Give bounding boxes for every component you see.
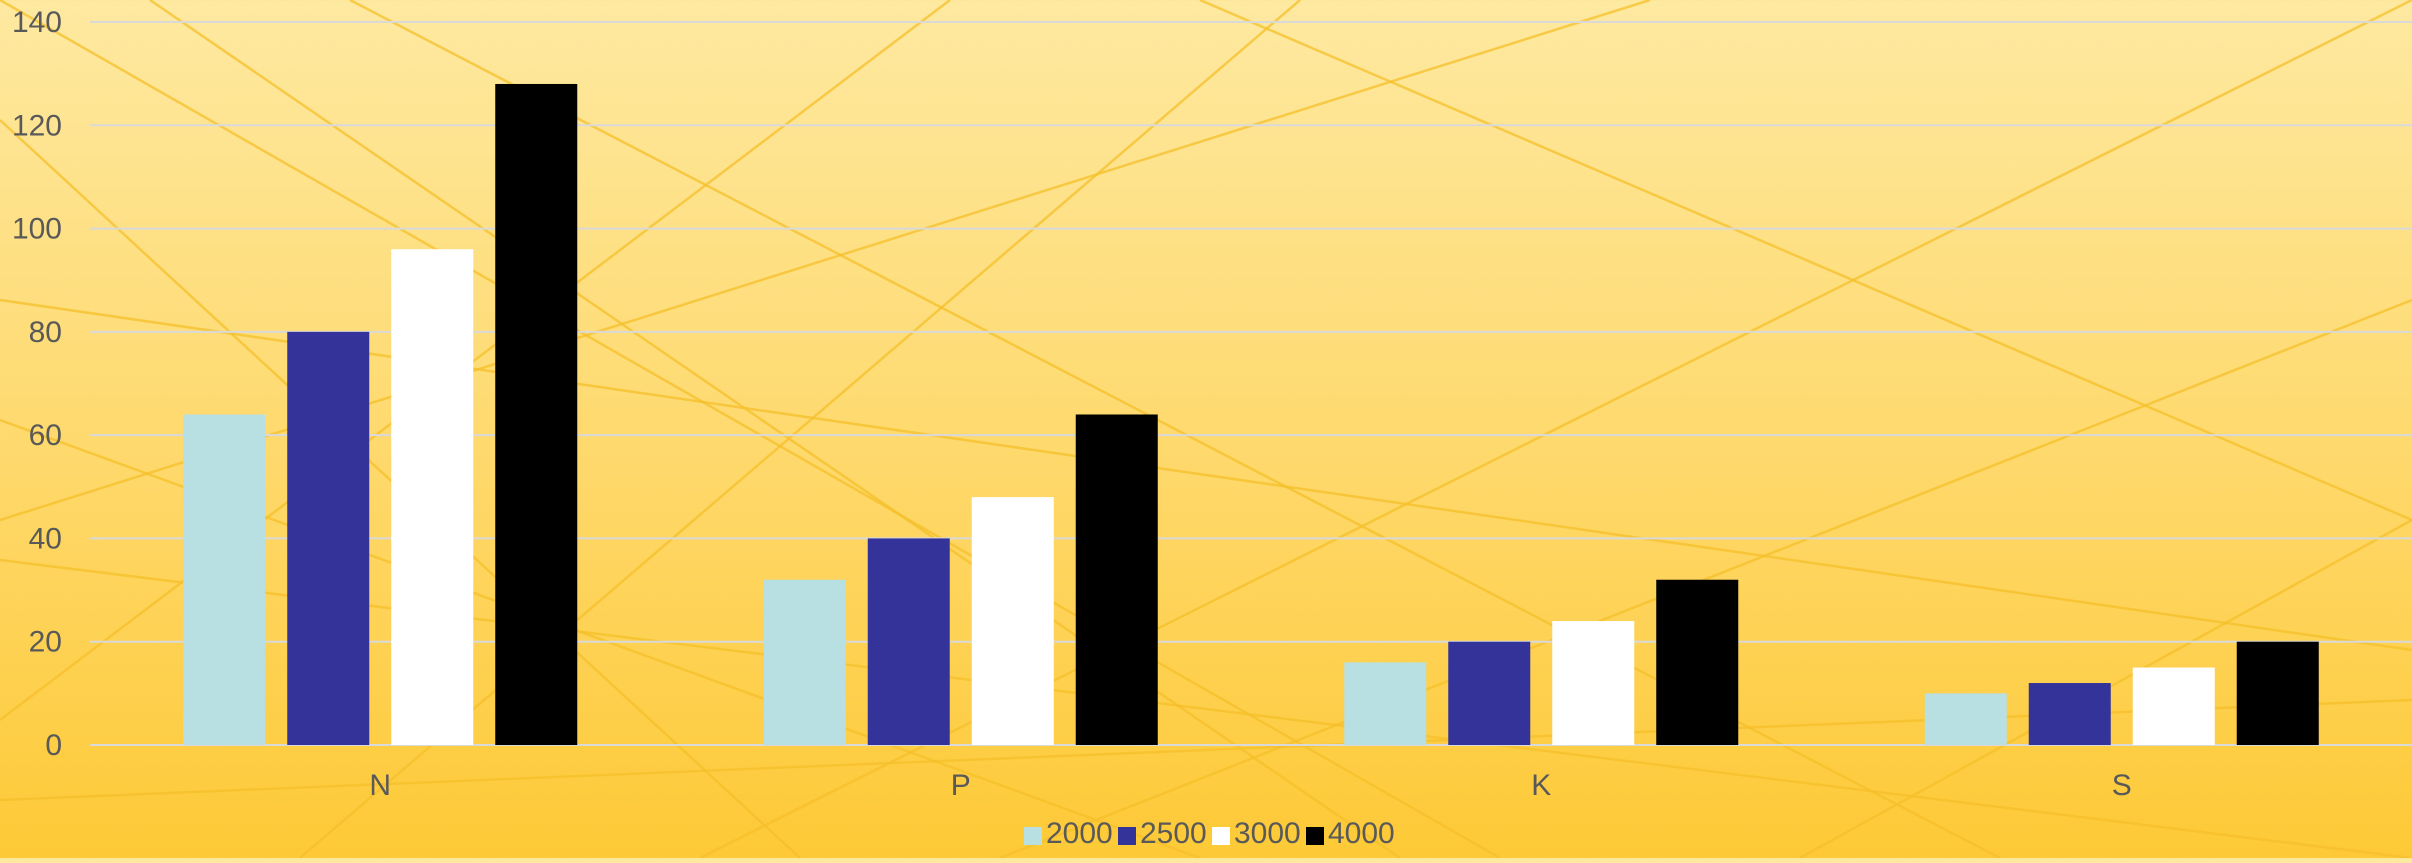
bar-4000-S	[2236, 641, 2319, 745]
y-tick-label: 80	[29, 316, 62, 349]
y-tick-label: 40	[29, 522, 62, 555]
legend-label: 2000	[1046, 817, 1113, 850]
bar-3000-P	[971, 497, 1054, 745]
bar-2500-S	[2028, 683, 2111, 745]
bar-3000-N	[391, 249, 474, 745]
decorative-line	[349, 0, 2001, 860]
bar-2000-P	[763, 579, 846, 745]
decorative-line	[149, 0, 1401, 860]
bar-2500-P	[867, 538, 950, 745]
x-tick-label: K	[1531, 769, 1551, 802]
gridlines	[90, 21, 2412, 746]
legend: 2000 2500 3000 4000	[1024, 817, 1395, 850]
x-tick-label: P	[951, 769, 971, 802]
bar-2000-K	[1344, 662, 1427, 745]
bar-4000-N	[495, 83, 578, 745]
decorative-line	[0, 0, 1651, 522]
decorative-line	[0, 698, 2412, 802]
y-tick-label: 120	[12, 109, 62, 142]
legend-label: 2500	[1140, 817, 1207, 850]
decorative-line	[1199, 0, 2412, 522]
legend-swatch	[1306, 827, 1324, 845]
x-tick-label: S	[2112, 769, 2132, 802]
bar-3000-K	[1552, 621, 1635, 745]
bar-2000-S	[1924, 693, 2007, 745]
bar-3000-S	[2132, 667, 2215, 745]
x-tick-label: N	[369, 769, 391, 802]
decorative-line	[0, 0, 951, 721]
decorative-line	[999, 298, 2412, 860]
legend-swatch	[1024, 827, 1042, 845]
bar-2500-K	[1448, 641, 1531, 745]
bar-4000-K	[1656, 579, 1739, 745]
y-tick-label: 0	[45, 729, 62, 762]
y-tick-label: 100	[12, 213, 62, 246]
decorative-line	[0, 0, 1501, 860]
y-axis-tick-labels: 0 20 40 60 80 100 120 140	[12, 6, 62, 762]
y-tick-label: 140	[12, 6, 62, 39]
legend-swatch	[1118, 827, 1136, 845]
bar-2000-N	[183, 414, 266, 745]
y-tick-label: 60	[29, 419, 62, 452]
bar-2500-N	[287, 331, 370, 745]
legend-label: 4000	[1328, 817, 1395, 850]
legend-label: 3000	[1234, 817, 1301, 850]
legend-swatch	[1212, 827, 1230, 845]
bar-4000-P	[1075, 414, 1158, 745]
bar-series	[183, 83, 2319, 745]
y-tick-label: 20	[29, 626, 62, 659]
